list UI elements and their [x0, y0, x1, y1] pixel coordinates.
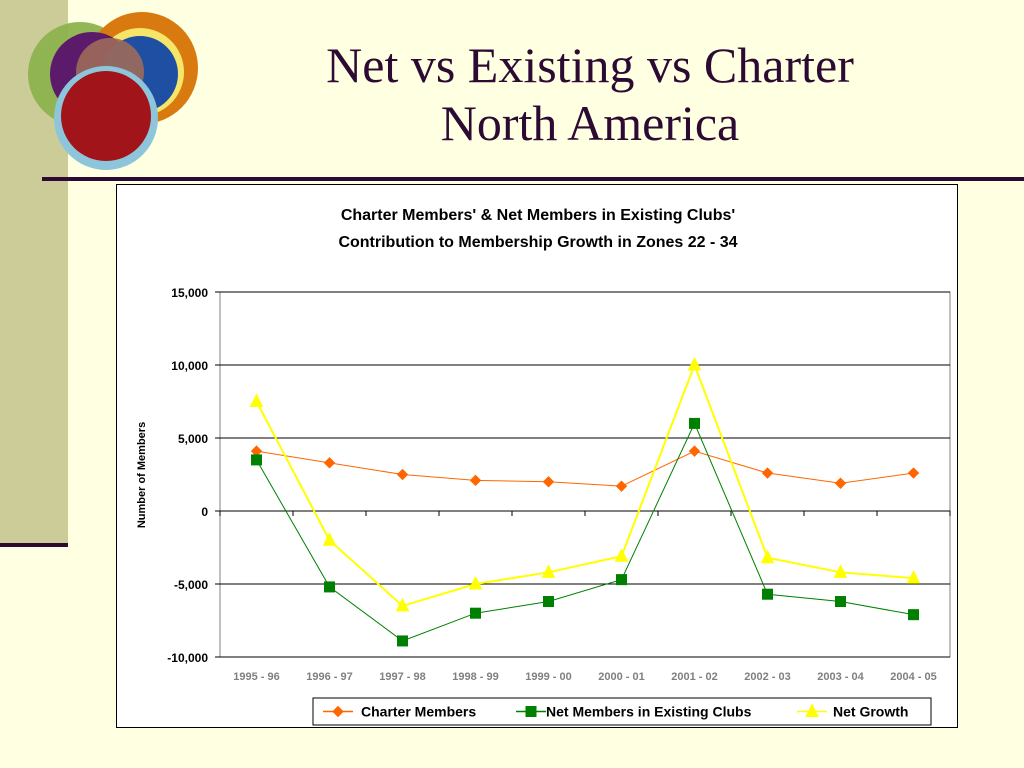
x-tick-label: 1995 - 96 [233, 671, 279, 683]
legend-label: Net Growth [833, 704, 908, 720]
y-axis-label: Number of Members [136, 422, 148, 528]
series-line-diamond [256, 450, 914, 487]
chart-frame: Charter Members' & Net Members in Existi… [116, 184, 958, 728]
x-tick-label: 2000 - 01 [598, 671, 644, 683]
legend-marker [525, 706, 537, 717]
data-point-diamond [323, 457, 336, 469]
x-tick-label: 2001 - 02 [671, 671, 717, 683]
data-point-triangle [614, 548, 629, 562]
slide-title-line2: North America [440, 95, 740, 151]
data-point-diamond [542, 476, 555, 488]
plot-area: 15,000 10,000 5,000 0 -5,000 -10,000 1995 - 96… [167, 286, 951, 726]
y-tick-label: 15,000 [171, 286, 208, 300]
legend-box [312, 697, 932, 726]
legend-label: Charter Members [361, 704, 476, 720]
data-point-diamond [688, 445, 701, 457]
line-chart: Charter Members' & Net Members in Existi… [136, 207, 951, 726]
data-point-square [908, 609, 919, 621]
y-tick-label: 0 [201, 505, 208, 519]
data-point-triangle [760, 549, 775, 564]
x-tick-label: 2002 - 03 [744, 671, 790, 683]
logo-circles [28, 12, 198, 170]
data-point-diamond [761, 467, 774, 479]
data-point-triangle [249, 393, 264, 407]
data-point-square [251, 454, 262, 466]
data-point-triangle [541, 564, 556, 578]
data-point-triangle [322, 532, 337, 546]
data-point-triangle [468, 575, 483, 590]
data-point-square [543, 596, 554, 608]
data-point-triangle [833, 564, 848, 578]
data-point-square [324, 581, 335, 593]
y-tick-label: 10,000 [171, 359, 208, 373]
data-point-square [689, 417, 700, 429]
chart-title-line1: Charter Members' & Net Members in Existi… [341, 207, 735, 224]
x-tick-label: 1996 - 97 [306, 671, 352, 683]
chart-title-line2: Contribution to Membership Growth in Zon… [338, 234, 737, 251]
data-point-diamond [396, 468, 409, 481]
data-point-triangle [906, 570, 921, 584]
data-point-square [470, 607, 481, 619]
data-point-diamond [469, 474, 482, 487]
y-tick-label: -10,000 [167, 651, 208, 665]
x-tick-label: 1997 - 98 [379, 671, 425, 683]
data-point-square [616, 574, 627, 586]
x-tick-label: 2003 - 04 [817, 671, 864, 683]
x-tick-label: 1998 - 99 [452, 671, 498, 683]
y-tick-label: 5,000 [178, 432, 208, 446]
data-point-diamond [834, 477, 847, 489]
legend-label: Net Members in Existing Clubs [546, 704, 752, 720]
legend-marker [332, 705, 344, 718]
data-point-square [397, 635, 408, 647]
y-tick-label: -5,000 [174, 578, 208, 592]
legend-marker [805, 703, 819, 717]
data-point-square [762, 588, 773, 600]
data-point-triangle [687, 356, 702, 371]
series-line-square [256, 422, 914, 642]
data-point-square [835, 596, 846, 608]
data-point-triangle [395, 597, 410, 612]
title-divider [42, 177, 1024, 181]
x-tick-label: 1999 - 00 [525, 671, 571, 683]
slide-title: Net vs Existing vs Charter North America [240, 36, 940, 152]
slide-title-line1: Net vs Existing vs Charter [326, 37, 854, 93]
data-point-diamond [907, 467, 920, 479]
x-tick-label: 2004 - 05 [890, 671, 936, 683]
side-rule [0, 543, 68, 547]
series-line-triangle [255, 362, 914, 608]
data-point-diamond [615, 480, 628, 492]
